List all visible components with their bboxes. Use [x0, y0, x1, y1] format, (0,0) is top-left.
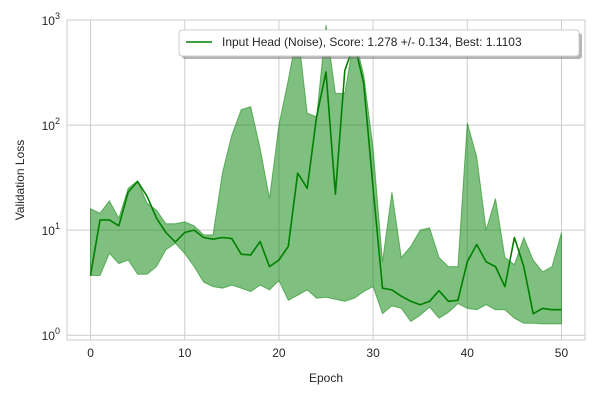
- x-tick-label: 20: [272, 346, 286, 360]
- y-tick-label: 103: [42, 11, 60, 28]
- y-tick-label: 101: [42, 221, 60, 238]
- y-tick-label: 102: [42, 116, 60, 133]
- x-tick-label: 0: [87, 346, 94, 360]
- series-line: [89, 42, 562, 315]
- x-tick-label: 50: [555, 346, 569, 360]
- y-axis-label: Validation Loss: [13, 140, 27, 221]
- x-axis-label: Epoch: [309, 371, 343, 385]
- legend-label: Input Head (Noise), Score: 1.278 +/- 0.1…: [222, 35, 522, 49]
- legend-box: [178, 29, 580, 57]
- y-tick-label: 100: [42, 326, 60, 343]
- x-ticks: 0 10 20 30 40 50: [87, 346, 568, 360]
- x-tick-label: 10: [178, 346, 192, 360]
- legend: Input Head (Noise), Score: 1.278 +/- 0.1…: [178, 29, 582, 59]
- plot-frame: [66, 19, 586, 341]
- confidence-band: [90, 24, 562, 325]
- y-ticks: 100 101 102 103: [42, 11, 60, 343]
- x-tick-label: 30: [366, 346, 380, 360]
- x-tick-label: 40: [461, 346, 475, 360]
